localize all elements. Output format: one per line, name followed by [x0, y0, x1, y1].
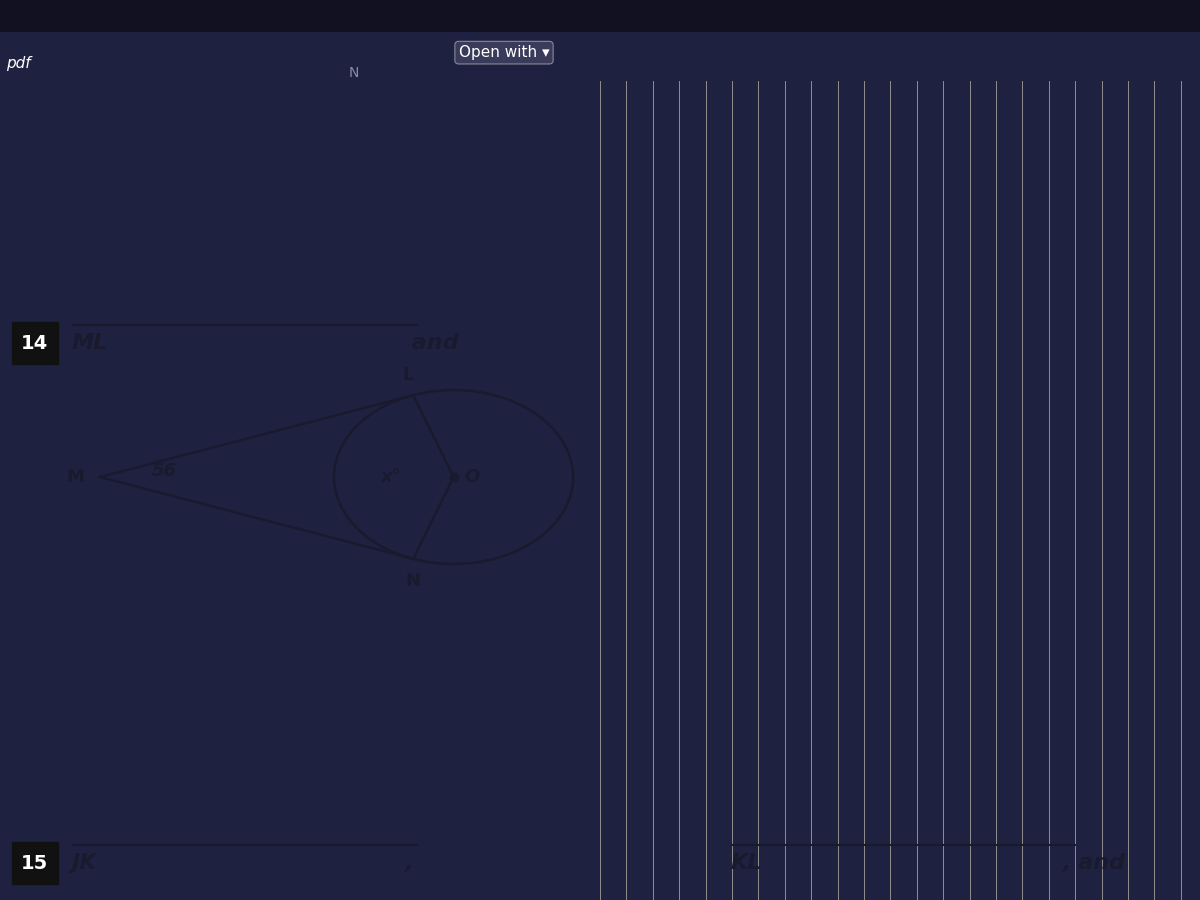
FancyBboxPatch shape — [12, 322, 58, 364]
Text: Open with ▾: Open with ▾ — [458, 45, 550, 60]
Text: M: M — [66, 468, 84, 486]
Text: pdf: pdf — [6, 56, 31, 71]
Text: , and: , and — [1063, 853, 1134, 873]
Text: and: and — [404, 333, 467, 353]
FancyBboxPatch shape — [12, 842, 58, 885]
Text: JK: JK — [72, 853, 97, 873]
Text: O: O — [464, 468, 479, 486]
Text: 56: 56 — [152, 463, 178, 481]
Text: L: L — [402, 365, 414, 383]
Text: N: N — [349, 66, 359, 80]
Text: ,: , — [404, 853, 421, 873]
Bar — [0, 0, 1200, 32]
Text: N: N — [406, 572, 421, 590]
Text: x°: x° — [380, 468, 402, 486]
Text: KL: KL — [731, 853, 762, 873]
Text: 15: 15 — [22, 853, 48, 873]
Text: ML: ML — [72, 333, 108, 353]
Text: 14: 14 — [22, 334, 48, 353]
